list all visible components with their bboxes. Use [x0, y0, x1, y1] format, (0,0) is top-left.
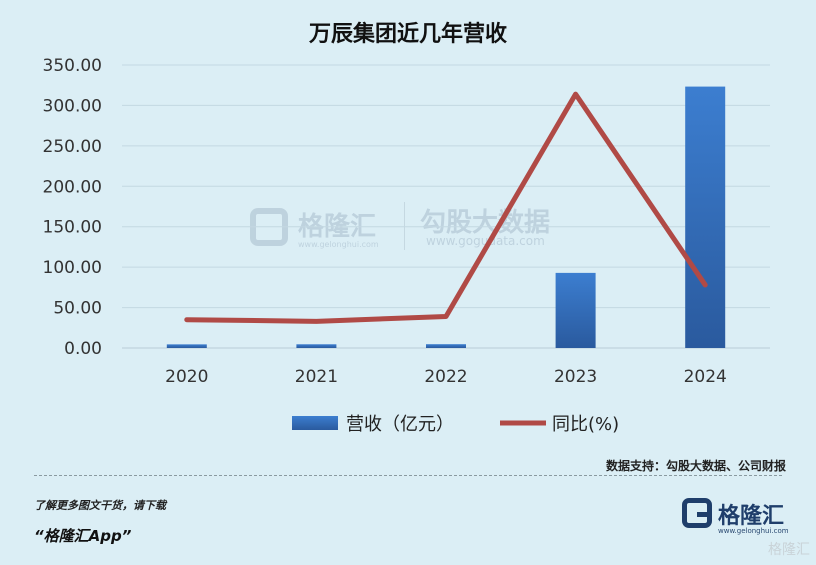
x-tick-label: 2023	[554, 367, 597, 387]
x-tick-label: 2022	[424, 367, 467, 387]
legend-bar-swatch	[292, 416, 338, 430]
brand-name: 格隆汇	[718, 504, 785, 529]
x-tick-label: 2020	[165, 367, 208, 387]
watermark-url-2: www.gogudata.com	[426, 234, 545, 248]
bar	[426, 344, 466, 348]
y-tick-label: 200.00	[43, 177, 102, 197]
data-source: 数据支持：勾股大数据、公司财报	[605, 459, 786, 473]
watermark: 格隆汇 www.gelonghui.com 勾股大数据 www.gogudata…	[250, 198, 580, 254]
divider	[34, 475, 782, 476]
bar	[296, 344, 337, 348]
brand-logo: 格隆汇 www.gelonghui.com	[682, 496, 792, 544]
y-tick-label: 250.00	[43, 137, 102, 157]
y-tick-label: 50.00	[53, 299, 102, 319]
brand-url: www.gelonghui.com	[718, 527, 789, 535]
bar	[685, 86, 726, 348]
bar	[166, 344, 207, 348]
corner-watermark: 格隆汇	[768, 542, 810, 558]
watermark-separator	[404, 202, 405, 250]
series-line	[184, 91, 708, 324]
promo-app-name: “格隆汇App”	[34, 527, 132, 545]
watermark-url: www.gelonghui.com	[298, 240, 379, 249]
bar	[555, 272, 596, 348]
chart-title: 万辰集团近几年营收	[308, 22, 507, 47]
x-tick-label: 2024	[684, 367, 727, 387]
y-tick-label: 350.00	[43, 56, 102, 76]
y-tick-label: 100.00	[43, 258, 102, 278]
x-tick-label: 2021	[295, 367, 338, 387]
chart-area: 0.00 50.00 100.00 150.00 200.00 250.00 300.00 3…	[43, 56, 770, 435]
y-tick-label: 0.00	[64, 339, 102, 359]
watermark-name-2: 勾股大数据	[420, 208, 551, 238]
brand-logo-icon	[682, 498, 712, 528]
legend-line-label: 同比(%)	[552, 414, 619, 435]
promo-text: 了解更多图文干货，请下载	[34, 499, 166, 512]
y-tick-label: 300.00	[43, 96, 102, 116]
legend-bar-label: 营收（亿元）	[346, 414, 454, 435]
y-tick-label: 150.00	[43, 218, 102, 238]
